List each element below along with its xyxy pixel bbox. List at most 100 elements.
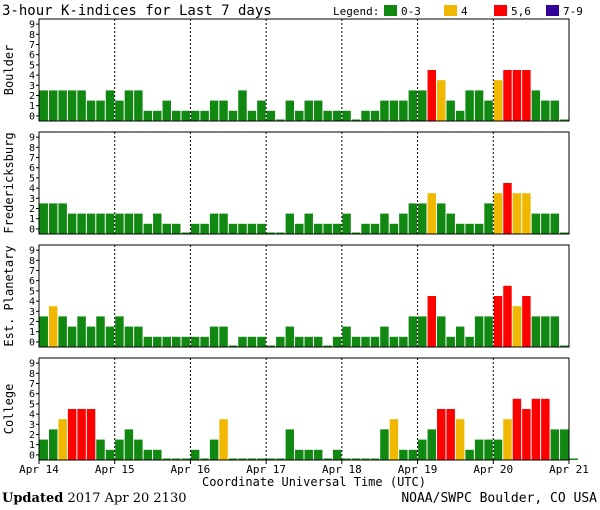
x-axis-label: Coordinate Universal Time (UTC) [202,475,426,489]
footer: Updated 2017 Apr 20 2130 NOAA/SWPC Bould… [0,491,600,510]
y-tick-label-1-8: 8 [29,143,35,154]
bar-3-45 [465,449,474,460]
bar-1-49 [503,183,512,234]
bar-0-44 [455,110,465,121]
bar-3-0 [39,439,48,460]
y-tick-label-0-8: 8 [29,30,35,41]
bar-2-42 [437,316,446,347]
bar-0-4 [77,90,86,121]
bar-0-20 [228,110,238,121]
bar-0-54 [550,100,560,121]
bar-3-7 [105,449,115,460]
bar-1-22 [247,223,257,234]
y-tick-label-0-2: 2 [29,91,35,102]
y-tick-label-2-5: 5 [29,286,35,297]
bar-2-32 [342,326,351,347]
y-tick-label-0-4: 4 [29,71,35,82]
bar-3-43 [446,409,455,460]
bar-1-55 [560,232,569,234]
x-tick-label-3: Apr 17 [246,463,286,476]
bar-1-40 [418,203,427,234]
bar-0-31 [332,110,342,121]
bar-3-1 [48,429,58,460]
bar-0-33 [351,119,361,121]
legend-swatch-2 [494,5,507,16]
bar-3-21 [238,458,247,460]
bar-3-46 [474,439,484,460]
x-tick-label-2: Apr 16 [171,463,211,476]
y-tick-label-0-1: 1 [29,101,35,112]
bar-2-18 [209,326,219,347]
bar-1-7 [105,213,115,234]
bar-3-13 [162,458,171,460]
bar-1-37 [389,223,399,234]
bar-3-51 [522,409,531,460]
bar-1-9 [124,213,134,234]
bar-2-16 [190,336,200,347]
bar-1-0 [39,203,48,234]
bar-3-53 [541,398,550,460]
legend-swatch-3 [546,5,559,16]
station-label-0: Boulder [2,45,16,96]
x-tick-label-0: Apr 14 [19,463,59,476]
bar-3-29 [313,449,323,460]
bar-1-14 [172,223,181,234]
bar-0-42 [437,80,446,121]
bar-0-51 [522,70,531,121]
bar-1-6 [96,213,105,234]
bar-1-43 [446,213,455,234]
y-tick-label-1-4: 4 [29,184,35,195]
legend-entry-2: 5,6 [511,5,531,18]
bar-2-39 [408,316,418,347]
bar-0-30 [323,110,332,121]
y-tick-label-2-7: 7 [29,266,35,277]
bar-2-8 [115,316,124,347]
x-tick-label-4: Apr 18 [322,463,362,476]
bar-2-12 [153,336,162,347]
bar-0-49 [503,70,512,121]
bar-2-2 [58,316,67,347]
y-tick-label-1-6: 6 [29,163,35,174]
bar-2-49 [503,285,512,347]
bar-1-30 [323,223,332,234]
bar-3-37 [389,419,399,460]
bar-0-36 [380,100,389,121]
bar-1-13 [162,223,171,234]
bar-2-5 [86,326,96,347]
bar-1-48 [493,193,503,234]
y-tick-label-2-9: 9 [29,246,35,257]
updated-timestamp: 2017 Apr 20 2130 [67,491,187,506]
bar-0-9 [124,90,134,121]
y-tick-label-3-5: 5 [29,399,35,410]
bar-2-1 [48,306,58,347]
bar-1-51 [522,193,531,234]
bar-0-34 [361,110,370,121]
bar-2-3 [67,326,77,347]
bar-2-17 [200,336,209,347]
bar-1-41 [427,193,436,234]
bar-0-24 [266,110,276,121]
bar-0-23 [257,100,266,121]
bar-0-22 [247,110,257,121]
y-tick-label-0-6: 6 [29,50,35,61]
bar-1-26 [285,213,295,234]
bar-2-55 [560,345,569,347]
bar-2-52 [531,316,541,347]
y-tick-label-2-1: 1 [29,327,35,338]
bar-0-21 [238,90,247,121]
bar-1-1 [48,203,58,234]
bar-1-24 [266,232,276,234]
y-tick-label-0-5: 5 [29,60,35,71]
bar-2-41 [427,296,436,347]
bar-0-6 [96,100,105,121]
bar-2-50 [512,306,522,347]
bar-3-26 [285,429,295,460]
bar-0-11 [143,110,153,121]
bar-3-20 [228,458,238,460]
bar-1-17 [200,223,209,234]
bar-2-40 [418,316,427,347]
bar-2-7 [105,326,115,347]
bar-1-20 [228,223,238,234]
bar-2-13 [162,336,171,347]
bar-0-40 [418,90,427,121]
